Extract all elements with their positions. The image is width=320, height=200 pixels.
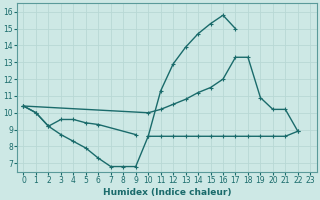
X-axis label: Humidex (Indice chaleur): Humidex (Indice chaleur)	[103, 188, 231, 197]
